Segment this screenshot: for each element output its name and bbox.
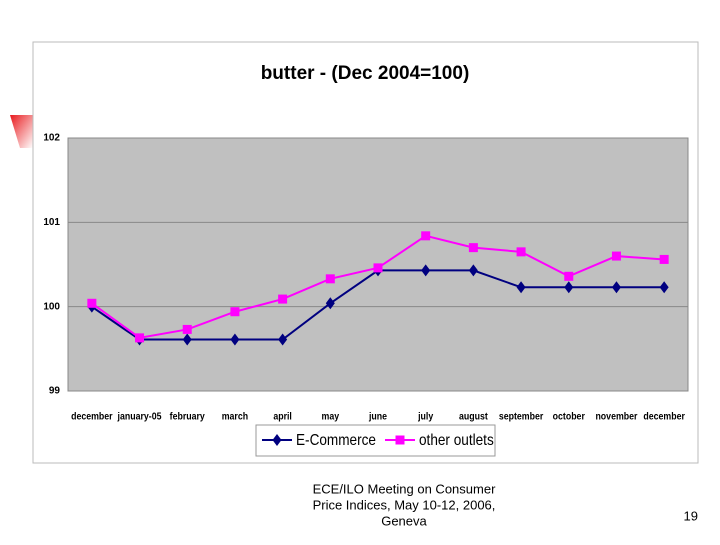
slide-decoration [10,115,33,148]
x-tick-label: july [417,410,434,422]
data-point [373,263,383,273]
legend-box [255,424,496,457]
legend-label: E-Commerce [296,432,376,449]
data-point [135,333,145,343]
data-point [421,231,431,241]
data-point [325,297,335,310]
data-point [516,247,526,257]
x-tick-label: september [499,410,544,422]
data-point [230,333,240,346]
data-point [278,294,288,304]
footer-line: ECE/ILO Meeting on Consumer [313,481,496,496]
x-tick-label: december [643,410,685,422]
data-point [516,281,526,294]
data-point [611,251,621,261]
x-tick-label: may [322,410,340,422]
x-tick-label: january-05 [117,410,162,422]
y-tick-label: 102 [43,133,60,144]
y-tick-label: 99 [49,386,61,397]
data-point [182,324,192,334]
data-point [182,333,192,346]
x-tick-label: april [273,410,292,422]
data-point [468,243,478,253]
x-tick-label: june [368,410,387,422]
footer-line: Price Indices, May 10-12, 2006, [313,497,496,512]
data-point [659,254,669,264]
data-point [278,333,288,346]
x-tick-label: february [170,410,206,422]
legend-marker [395,435,405,445]
data-point [87,298,97,308]
x-tick-label: december [71,410,113,422]
data-point [230,307,240,317]
data-point [564,271,574,281]
x-tick-label: november [595,410,637,422]
data-point [421,264,431,277]
data-point [468,264,478,277]
data-point [564,281,574,294]
chart-title: butter - (Dec 2004=100) [261,63,470,84]
x-tick-label: october [553,410,586,422]
legend-marker [272,434,282,446]
data-point [611,281,621,294]
data-point [325,274,335,284]
x-tick-label: march [222,410,249,422]
data-point [659,281,669,294]
y-tick-label: 100 [43,301,60,312]
x-tick-label: august [459,410,489,422]
page-number: 19 [684,508,698,523]
footer-line: Geneva [381,513,427,528]
legend-label: other outlets [419,432,494,449]
y-tick-label: 101 [43,217,60,228]
